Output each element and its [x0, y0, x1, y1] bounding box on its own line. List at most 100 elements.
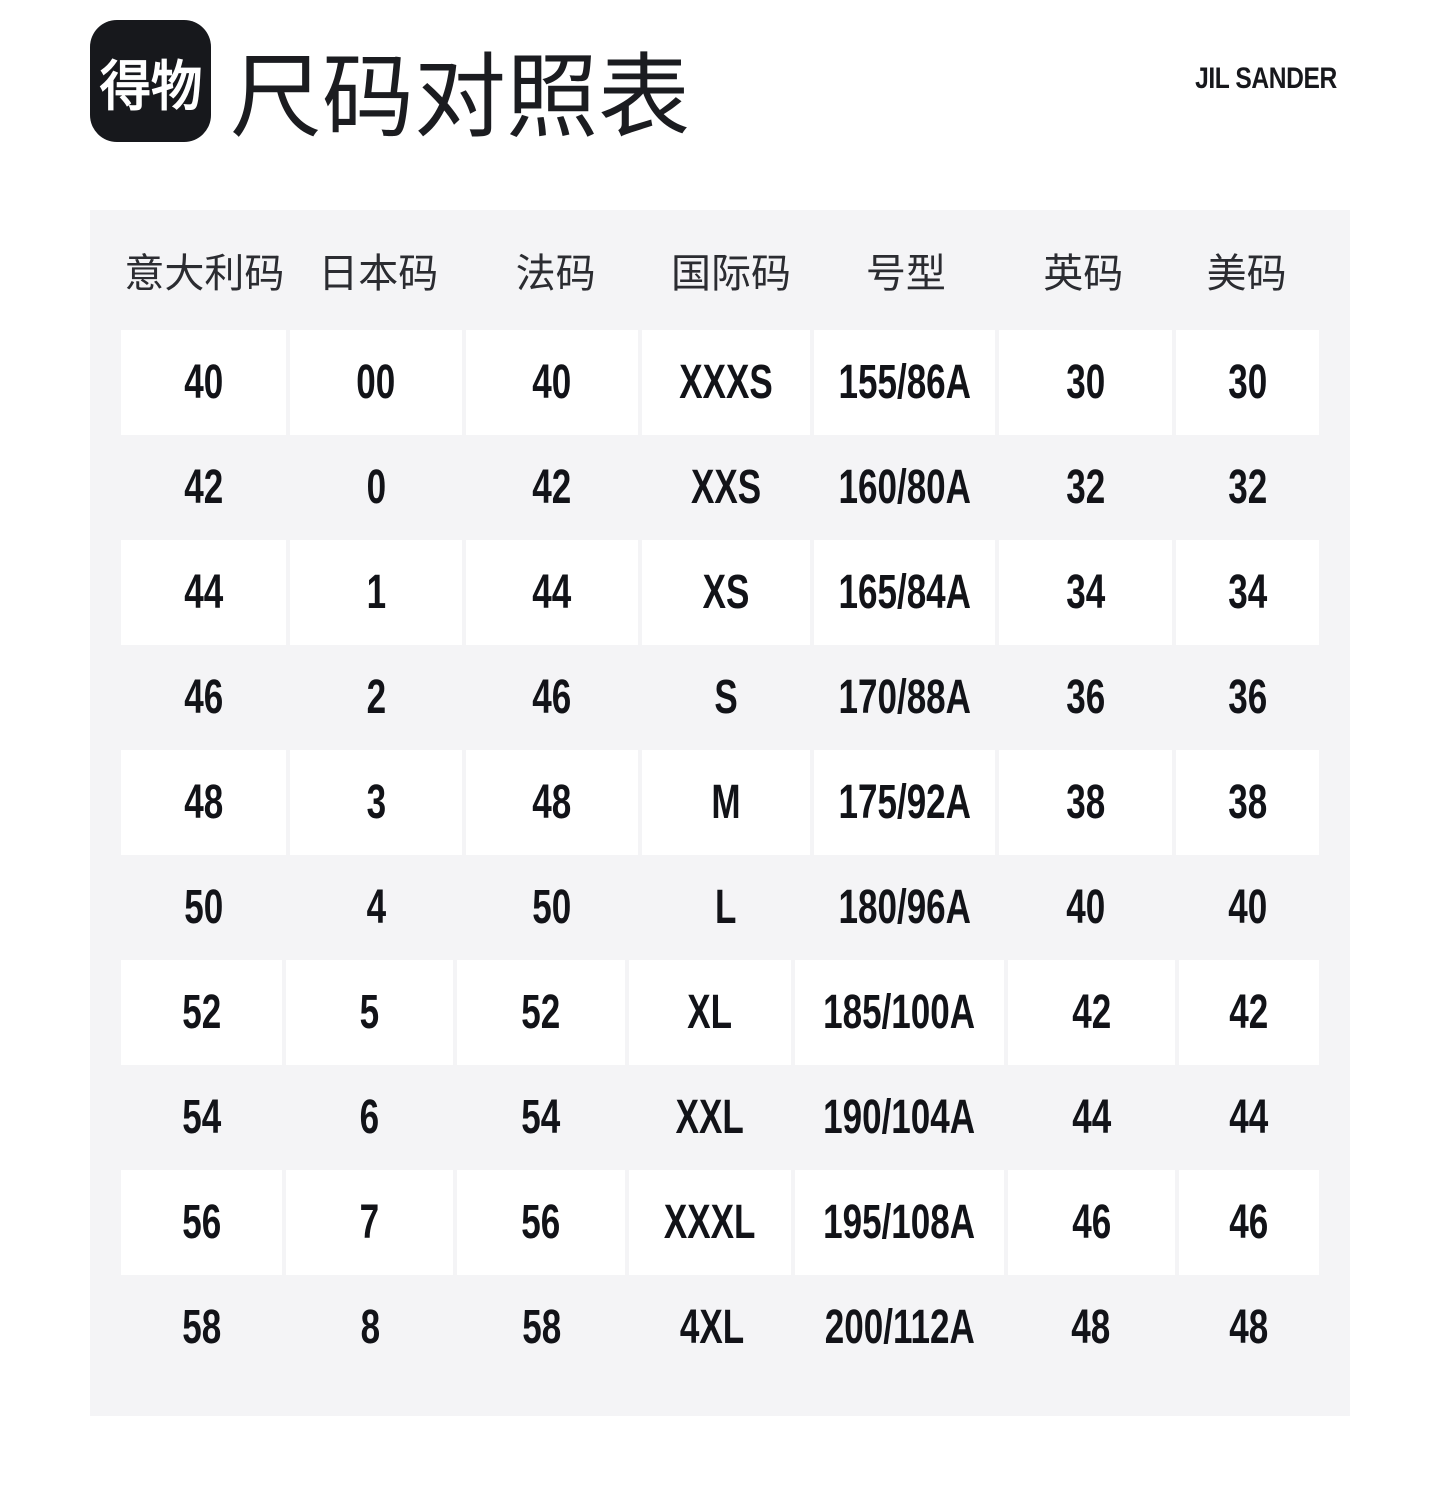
cell-value: 3	[366, 776, 386, 829]
table-cell: 00	[290, 330, 462, 435]
cell-value: 6	[359, 1091, 380, 1144]
cell-value: XXXS	[679, 356, 773, 409]
cell-value: 00	[356, 356, 396, 409]
cell-value: 54	[181, 1091, 221, 1144]
table-cell: XXXL	[628, 1170, 792, 1275]
cell-value: 170/88A	[838, 671, 971, 724]
cell-value: 32	[1065, 461, 1105, 514]
table-cell: 4	[290, 855, 461, 960]
table-cell: 40	[465, 330, 639, 435]
cell-value: 160/80A	[838, 461, 971, 514]
cell-value: 40	[532, 356, 572, 409]
cell-value: 54	[521, 1091, 561, 1144]
table-cell: 6	[286, 1065, 453, 1170]
table-cell: 48	[121, 750, 287, 855]
table-cell: 42	[466, 435, 638, 540]
cell-value: 38	[1065, 776, 1105, 829]
table-cell: XXXS	[642, 330, 810, 435]
cell-value: 48	[1229, 1301, 1269, 1354]
cell-value: 32	[1227, 461, 1267, 514]
table-cell: 190/104A	[795, 1065, 1003, 1170]
table-cell: 50	[466, 855, 638, 960]
cell-value: 44	[1229, 1091, 1269, 1144]
cell-value: 48	[1071, 1301, 1111, 1354]
column-header: 国际码	[671, 252, 792, 296]
cell-value: 0	[366, 461, 386, 514]
table-cell: 32	[999, 435, 1171, 540]
cell-value: 58	[182, 1301, 222, 1354]
table-cell: 40	[1176, 855, 1319, 960]
page-title: 尺码对照表	[230, 47, 691, 149]
table-cell: 34	[1175, 540, 1319, 645]
cell-value: 56	[521, 1196, 561, 1249]
table-cell: M	[642, 750, 810, 855]
cell-value: XS	[702, 566, 750, 619]
column-header: 美码	[1206, 252, 1287, 296]
table-cell: 46	[1179, 1170, 1319, 1275]
table-header-row: 意大利码 日本码 法码 国际码 号型 英码 美码	[121, 210, 1319, 330]
table-cell: 165/84A	[813, 540, 996, 645]
cell-value: 175/92A	[838, 776, 971, 829]
table-cell: XXL	[629, 1065, 792, 1170]
column-header: 意大利码	[124, 252, 285, 296]
dewu-app-logo: 得物	[90, 20, 211, 142]
table-row: 54 6 54 XXL 190/104A 44 44	[121, 1065, 1319, 1170]
column-header: 号型	[865, 252, 946, 296]
cell-value: 42	[532, 461, 572, 514]
table-row: 48 3 48 M 175/92A 38 38	[121, 750, 1319, 855]
cell-value: 46	[1229, 1196, 1269, 1249]
table-cell: 48	[1007, 1275, 1175, 1380]
table-cell: 38	[1175, 750, 1319, 855]
table-cell: 170/88A	[814, 645, 995, 750]
table-cell: 36	[1176, 645, 1319, 750]
cell-value: 7	[359, 1196, 380, 1249]
cell-value: 8	[360, 1301, 380, 1354]
cell-value: 52	[521, 986, 561, 1039]
table-cell: 155/86A	[813, 330, 996, 435]
table-cell: 50	[121, 855, 286, 960]
cell-value: 36	[1227, 671, 1267, 724]
cell-value: 185/100A	[823, 986, 976, 1039]
table-cell: 44	[1179, 1065, 1319, 1170]
table-cell: 8	[286, 1275, 453, 1380]
cell-value: 34	[1227, 566, 1267, 619]
table-cell: 42	[121, 435, 286, 540]
table-cell: 185/100A	[795, 960, 1004, 1065]
table-cell: S	[642, 645, 809, 750]
table-cell: 195/108A	[795, 1170, 1004, 1275]
table-cell: 5	[285, 960, 453, 1065]
size-comparison-table: 意大利码 日本码 法码 国际码 号型 英码 美码 40 00 40 XXXS 155/86A 30 30…	[90, 210, 1350, 1416]
table-cell: 42	[1007, 960, 1176, 1065]
cell-value: 155/86A	[838, 356, 971, 409]
table-cell: 48	[465, 750, 639, 855]
cell-value: M	[711, 776, 741, 829]
cell-value: 165/84A	[838, 566, 971, 619]
dewu-logo-text: 得物	[99, 56, 202, 117]
cell-value: 200/112A	[824, 1301, 976, 1354]
cell-value: 46	[1071, 1196, 1111, 1249]
cell-value: XXS	[690, 461, 761, 514]
column-header: 日本码	[318, 252, 439, 296]
cell-value: XXL	[675, 1091, 745, 1144]
column-header: 法码	[515, 252, 596, 296]
cell-value: 4	[366, 881, 386, 934]
cell-value: 48	[184, 776, 224, 829]
table-cell: 34	[999, 540, 1172, 645]
table-cell: 54	[457, 1065, 625, 1170]
cell-value: 40	[1065, 881, 1105, 934]
table-row: 44 1 44 XS 165/84A 34 34	[121, 540, 1319, 645]
table-cell: 42	[1179, 960, 1319, 1065]
table-row: 58 8 58 4XL 200/112A 48 48	[121, 1275, 1319, 1380]
cell-value: 50	[184, 881, 224, 934]
table-cell: XL	[628, 960, 792, 1065]
cell-value: 40	[184, 356, 224, 409]
table-cell: 180/96A	[814, 855, 995, 960]
cell-value: 38	[1227, 776, 1267, 829]
table-cell: 58	[458, 1275, 626, 1380]
cell-value: L	[715, 881, 737, 934]
cell-value: 42	[1071, 986, 1111, 1039]
table-cell: 44	[1008, 1065, 1176, 1170]
cell-value: 48	[532, 776, 572, 829]
cell-value: 195/108A	[823, 1196, 976, 1249]
table-cell: 7	[285, 1170, 453, 1275]
